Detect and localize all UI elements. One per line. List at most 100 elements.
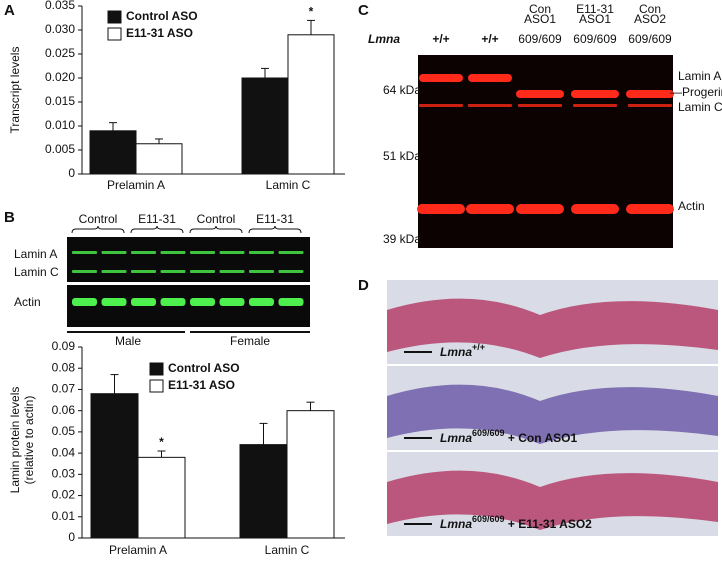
y-tick-label: 0 <box>68 530 75 544</box>
y-tick-label: 0.06 <box>52 403 76 417</box>
annotation: * <box>309 5 314 19</box>
y-tick-label: 0.09 <box>52 339 76 353</box>
brace <box>71 225 125 234</box>
band-label: Lamin C <box>678 100 722 114</box>
band <box>101 298 127 306</box>
brace <box>189 225 243 234</box>
bar <box>137 456 186 539</box>
gene: Lmna <box>440 345 472 359</box>
band <box>571 204 619 214</box>
bar <box>239 444 288 539</box>
lane-label: 609/609 <box>518 32 562 46</box>
x-tick-label: Lamin C <box>266 178 311 192</box>
allele: 609/609 <box>472 428 505 438</box>
band <box>626 204 674 214</box>
band <box>219 270 245 273</box>
x-tick-label: Lamin C <box>265 543 310 557</box>
legend-swatch <box>149 362 164 376</box>
legend-label: Control ASO <box>168 361 240 375</box>
band <box>72 251 97 254</box>
band <box>419 104 463 107</box>
band <box>417 204 465 214</box>
band <box>516 90 564 98</box>
band <box>249 298 274 306</box>
band <box>219 251 245 254</box>
band <box>518 104 562 107</box>
band <box>101 251 127 254</box>
y-tick-label: 0.01 <box>52 509 76 523</box>
treatment: + E11-31 ASO2 <box>505 517 593 531</box>
band <box>278 251 304 254</box>
lane-label: Con <box>639 2 661 16</box>
band <box>160 251 186 254</box>
panel-label: B <box>4 209 15 226</box>
band <box>131 298 156 306</box>
marker-label: 39 kDa <box>383 232 421 246</box>
y-axis-label: (relative to actin) <box>22 396 36 485</box>
image-label: Lmna609/609 + Con ASO1 <box>440 428 577 445</box>
band <box>249 251 274 254</box>
band <box>131 270 156 273</box>
band <box>626 90 674 98</box>
y-tick-label: 0.08 <box>52 360 76 374</box>
y-tick-label: 0.025 <box>45 46 75 60</box>
bar <box>287 34 335 175</box>
x-tick-label: Prelamin A <box>107 178 165 192</box>
bar <box>89 130 137 175</box>
y-tick-label: 0.03 <box>52 467 76 481</box>
marker-label: 64 kDa <box>383 83 421 97</box>
band <box>468 74 512 82</box>
y-tick-label: 0.035 <box>45 0 75 12</box>
blot-image <box>67 285 310 327</box>
band <box>468 104 512 107</box>
brace <box>130 225 184 234</box>
band <box>190 270 215 273</box>
band <box>72 270 97 273</box>
y-tick-label: 0 <box>68 166 75 180</box>
legend-label: Control ASO <box>126 9 198 23</box>
annotation: * <box>159 435 164 449</box>
row-label: Lamin A <box>14 247 57 261</box>
panel-label: D <box>358 277 369 294</box>
band <box>190 251 215 254</box>
lane-label: 609/609 <box>628 32 672 46</box>
lane-label: ASO2 <box>634 12 666 26</box>
blot-image <box>418 55 673 248</box>
y-tick-label: 0.02 <box>52 488 76 502</box>
image-label: Lmna609/609 + E11-31 ASO2 <box>440 514 592 531</box>
band-label: —Progerin <box>670 85 722 99</box>
y-axis-label: Lamin protein levels <box>8 387 22 494</box>
allele: +/+ <box>472 342 485 352</box>
legend-swatch <box>107 10 122 24</box>
gene-label: Lmna <box>368 32 400 46</box>
image-label: Lmna+/+ <box>440 342 485 359</box>
marker-label: 51 kDa <box>383 149 421 163</box>
y-tick-label: 0.015 <box>45 94 75 108</box>
band <box>190 298 215 306</box>
band <box>219 298 245 306</box>
band <box>466 204 514 214</box>
y-tick-label: 0.020 <box>45 70 75 84</box>
y-tick-label: 0.005 <box>45 142 75 156</box>
lane-label: ASO1 <box>524 12 556 26</box>
band <box>628 104 672 107</box>
allele: 609/609 <box>472 514 505 524</box>
panel-label: C <box>358 2 369 19</box>
band <box>160 270 186 273</box>
treatment: + Con ASO1 <box>505 431 578 445</box>
y-tick-label: 0.07 <box>52 382 76 396</box>
row-label: Lamin C <box>14 265 59 279</box>
band <box>101 270 127 273</box>
legend-swatch <box>107 27 122 41</box>
legend-swatch <box>149 379 164 393</box>
row-label: Actin <box>14 295 41 309</box>
band <box>573 104 617 107</box>
bar <box>241 77 289 175</box>
blot-image <box>67 237 310 282</box>
band <box>249 270 274 273</box>
y-axis-label: Transcript levels <box>8 47 22 134</box>
gene: Lmna <box>440 431 472 445</box>
panel-label: A <box>4 2 15 19</box>
band <box>72 298 97 306</box>
